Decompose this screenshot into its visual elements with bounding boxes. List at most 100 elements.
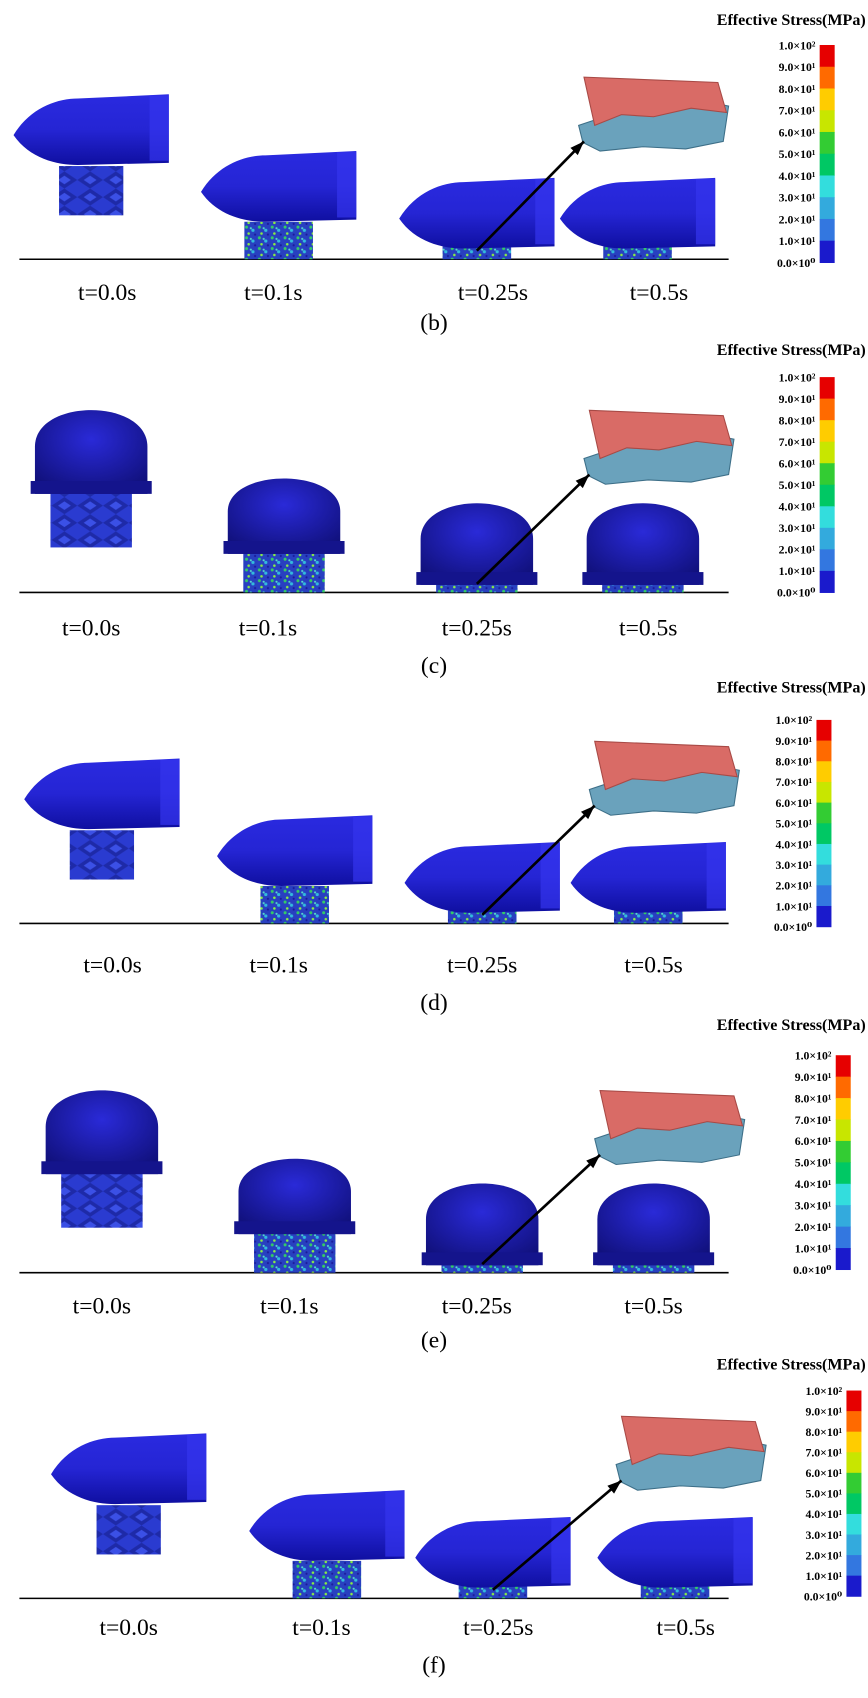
colorbar-segment [816, 885, 831, 906]
time-label: t=0.25s [447, 953, 517, 979]
colorbar-segment [846, 1576, 861, 1597]
legend-label: 5.0×10¹ [779, 148, 816, 161]
projectile-face [187, 1434, 206, 1499]
legend-label: 0.0×10⁰ [793, 1264, 831, 1277]
projectile-skirt [234, 1221, 355, 1234]
colorbar-segment [816, 741, 831, 762]
time-label: t=0.1s [239, 615, 297, 641]
panel: t=0.0st=0.1st=0.25st=0.5sEffective Stres… [14, 12, 866, 336]
time-label: t=0.5s [630, 280, 688, 306]
legend-label: 7.0×10¹ [779, 436, 816, 449]
panel-label: (b) [420, 310, 447, 336]
colorbar-segment [816, 782, 831, 803]
colorbar-segment [816, 720, 831, 741]
colorbar-segment [820, 154, 835, 176]
projectile-skirt [593, 1252, 714, 1265]
page: t=0.0s t=0.1s t=0.25s t=0.5s Effective Stres… [0, 0, 868, 1698]
projectile [249, 1490, 404, 1561]
lattice [260, 886, 329, 923]
time-label: t=0.5s [619, 615, 677, 641]
legend-label: 9.0×10¹ [775, 735, 812, 748]
legend-label: 9.0×10¹ [795, 1071, 832, 1084]
lattice [459, 1586, 528, 1599]
figure: t=0.0s t=0.1s t=0.25s t=0.5s Effective Stres… [0, 0, 868, 1698]
legend-label: 6.0×10¹ [795, 1135, 832, 1148]
colorbar-segment [820, 571, 835, 593]
legend-label: 1.0×10¹ [775, 900, 812, 913]
legend-label: 4.0×10¹ [795, 1178, 832, 1191]
colorbar-segment [816, 844, 831, 865]
panel: t=0.0st=0.1st=0.25st=0.5sEffective Stres… [19, 1357, 865, 1679]
colorbar-segment [846, 1473, 861, 1494]
legend-label: 5.0×10¹ [805, 1488, 842, 1501]
colorbar-segment [846, 1555, 861, 1576]
lattice [443, 246, 512, 259]
colorbar-segment [836, 1141, 851, 1163]
projectile [399, 178, 554, 249]
projectile [217, 815, 372, 886]
projectile [415, 1517, 570, 1588]
colorbar-segment [836, 1077, 851, 1099]
lattice [614, 911, 683, 924]
colorbar-segment [820, 132, 835, 154]
time-label: t=0.1s [244, 280, 302, 306]
colorbar-segment [846, 1535, 861, 1556]
colorbar-segment [836, 1098, 851, 1120]
colorbar-segment [820, 506, 835, 528]
panel-label: (e) [421, 1328, 447, 1354]
legend-label: 9.0×10¹ [779, 393, 816, 406]
colorbar-segment [846, 1411, 861, 1432]
legend-title: Effective Stress(MPa) [717, 1357, 866, 1374]
time-label: t=0.0s [99, 1615, 157, 1641]
projectile-face [353, 816, 372, 881]
colorbar-segment [816, 865, 831, 886]
legend-label: 0.0×10⁰ [777, 257, 815, 270]
colorbar-segment [836, 1184, 851, 1206]
projectile [51, 1433, 206, 1504]
legend-label: 3.0×10¹ [775, 859, 812, 872]
legend-label: 1.0×10¹ [805, 1570, 842, 1583]
legend-label: 4.0×10¹ [779, 170, 816, 183]
legend-title: Effective Stress(MPa) [717, 342, 866, 359]
colorbar-segment [820, 377, 835, 399]
time-label: t=0.25s [458, 280, 528, 306]
legend-label: 6.0×10¹ [805, 1467, 842, 1480]
time-label: t=0.5s [624, 1293, 682, 1319]
colorbar-segment [820, 241, 835, 263]
legend-label: 6.0×10¹ [779, 126, 816, 139]
projectile [405, 842, 560, 913]
legend-label: 7.0×10¹ [805, 1447, 842, 1460]
projectile [571, 842, 726, 913]
colorbar-segment [820, 528, 835, 550]
legend-title: Effective Stress(MPa) [717, 680, 866, 697]
colorbar-segment [820, 463, 835, 485]
legend-label: 5.0×10¹ [779, 479, 816, 492]
legend-title: Effective Stress(MPa) [717, 1017, 866, 1034]
legend-label: 7.0×10¹ [775, 776, 812, 789]
time-label: t=0.25s [442, 615, 512, 641]
projectile-skirt [41, 1161, 162, 1174]
legend-label: 2.0×10¹ [805, 1549, 842, 1562]
legend-label: 1.0×10² [779, 39, 816, 52]
legend-label: 2.0×10¹ [779, 544, 816, 557]
colorbar-segment [836, 1120, 851, 1142]
colorbar-segment [820, 420, 835, 442]
projectile-face [385, 1491, 404, 1556]
colorbar-segment [846, 1432, 861, 1453]
lattice [641, 1586, 710, 1599]
time-label: t=0.1s [292, 1615, 350, 1641]
lattice [243, 552, 324, 593]
legend-label: 8.0×10¹ [805, 1426, 842, 1439]
legend-label: 1.0×10² [779, 371, 816, 384]
colorbar-segment [846, 1391, 861, 1412]
panel: t=0.0st=0.1st=0.25st=0.5sEffective Stres… [19, 1017, 865, 1354]
legend-label: 4.0×10¹ [805, 1508, 842, 1521]
lattice [448, 911, 517, 924]
legend-label: 5.0×10¹ [775, 818, 812, 831]
legend-label: 6.0×10¹ [779, 458, 816, 471]
legend-label: 8.0×10¹ [775, 756, 812, 769]
colorbar-segment [846, 1493, 861, 1514]
legend-label: 3.0×10¹ [779, 522, 816, 535]
